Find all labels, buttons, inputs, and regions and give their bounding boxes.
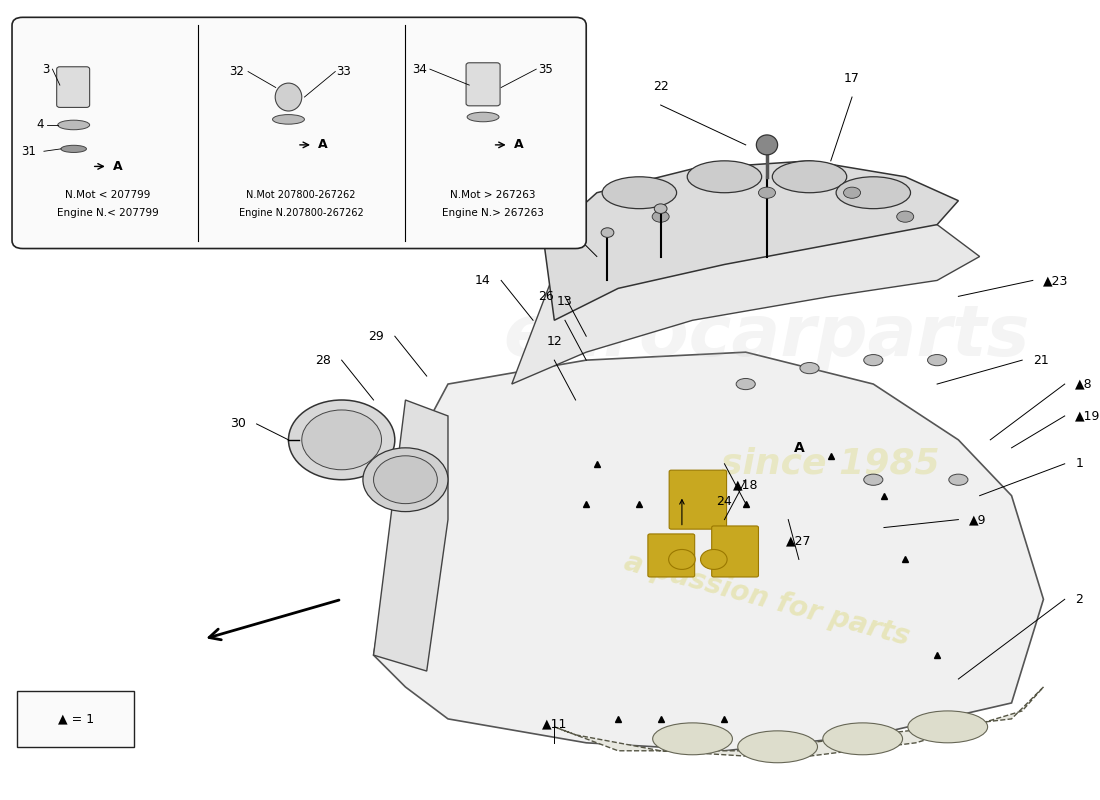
Ellipse shape [949,474,968,486]
FancyBboxPatch shape [712,526,759,577]
Text: 24: 24 [716,494,733,508]
Text: since 1985: since 1985 [722,446,940,481]
Ellipse shape [836,177,911,209]
Text: A: A [113,160,123,173]
Ellipse shape [468,112,499,122]
Text: 1: 1 [1076,458,1084,470]
Ellipse shape [363,448,448,512]
Ellipse shape [652,211,669,222]
Text: 34: 34 [411,62,427,76]
Text: N.Mot > 267263: N.Mot > 267263 [450,190,536,200]
Ellipse shape [908,711,988,743]
Polygon shape [374,352,1044,750]
Ellipse shape [669,550,695,570]
Ellipse shape [864,474,883,486]
Text: Engine N.207800-267262: Engine N.207800-267262 [239,208,364,218]
Ellipse shape [288,400,395,480]
Text: ▲9: ▲9 [969,513,987,526]
Text: 14: 14 [475,274,491,287]
Polygon shape [512,209,980,384]
Ellipse shape [601,228,614,238]
Text: 26: 26 [539,290,554,303]
Ellipse shape [800,362,820,374]
Text: 32: 32 [229,65,244,78]
Ellipse shape [738,731,817,762]
Text: 3: 3 [42,62,50,76]
Text: 17: 17 [844,72,860,85]
Text: 29: 29 [368,330,384,342]
Ellipse shape [864,354,883,366]
Ellipse shape [757,135,778,155]
Text: 13: 13 [557,295,573,308]
Ellipse shape [301,410,382,470]
FancyBboxPatch shape [18,691,134,746]
Ellipse shape [844,187,860,198]
Ellipse shape [772,161,847,193]
Text: N.Mot < 207799: N.Mot < 207799 [65,190,151,200]
Ellipse shape [654,204,667,214]
Text: 28: 28 [315,354,331,366]
Ellipse shape [60,146,87,153]
Text: ▲19: ▲19 [1076,410,1100,422]
Polygon shape [554,687,1044,758]
Text: 12: 12 [547,335,562,348]
Text: 2: 2 [1076,593,1084,606]
Polygon shape [543,161,958,320]
FancyBboxPatch shape [648,534,695,577]
Text: A: A [318,138,328,151]
Text: 30: 30 [230,418,246,430]
Polygon shape [374,400,448,671]
Text: 22: 22 [652,80,669,93]
Text: ▲11: ▲11 [541,718,567,731]
FancyBboxPatch shape [466,62,500,106]
Text: a passion for parts: a passion for parts [621,548,913,651]
Text: eurocarparts: eurocarparts [504,302,1031,370]
FancyBboxPatch shape [12,18,586,249]
Text: ▲27: ▲27 [786,534,812,547]
Text: 21: 21 [1033,354,1048,366]
Text: 4: 4 [36,118,44,131]
Text: 35: 35 [538,62,553,76]
Text: 25: 25 [538,218,554,231]
Text: 31: 31 [22,145,36,158]
Ellipse shape [57,120,89,130]
Text: A: A [514,138,524,151]
Text: ▲8: ▲8 [1076,378,1093,390]
Text: ▲ = 1: ▲ = 1 [58,712,94,726]
Text: ▲18: ▲18 [733,478,759,492]
Ellipse shape [896,211,914,222]
Ellipse shape [275,83,301,111]
Text: A: A [793,441,804,455]
Ellipse shape [374,456,438,504]
Ellipse shape [823,723,903,754]
Ellipse shape [927,354,947,366]
Text: ▲23: ▲23 [1044,274,1069,287]
Text: Engine N.< 207799: Engine N.< 207799 [57,208,158,218]
Ellipse shape [652,723,733,754]
Ellipse shape [759,187,775,198]
Text: N.Mot 207800-267262: N.Mot 207800-267262 [246,190,356,200]
Ellipse shape [602,177,676,209]
Ellipse shape [273,114,305,124]
Ellipse shape [688,161,761,193]
Ellipse shape [736,378,756,390]
Text: 33: 33 [337,65,351,78]
Text: Engine N.> 267263: Engine N.> 267263 [442,208,543,218]
FancyBboxPatch shape [669,470,727,529]
Ellipse shape [701,550,727,570]
FancyBboxPatch shape [57,66,89,107]
